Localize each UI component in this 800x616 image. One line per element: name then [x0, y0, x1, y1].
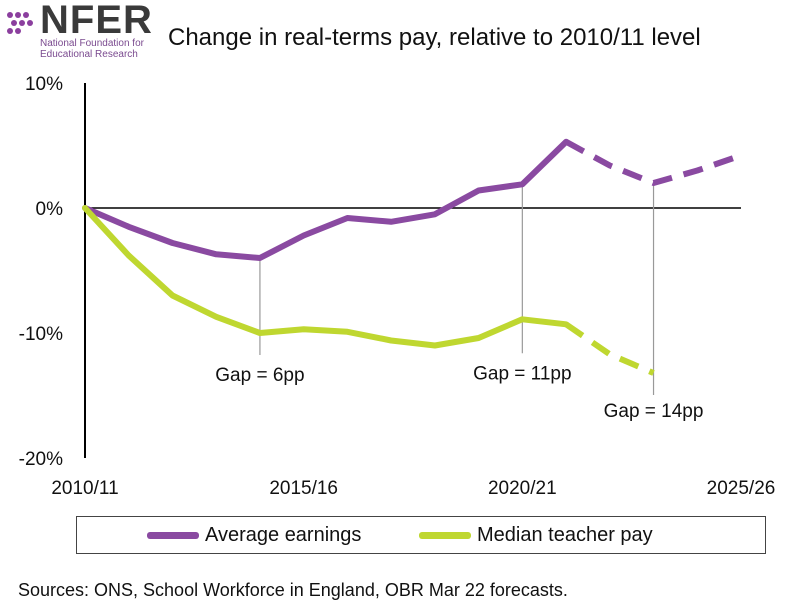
series-line-median-teacher-pay [82, 205, 570, 349]
gap-annotation: Gap = 11pp [473, 363, 571, 384]
chart-title: Change in real-terms pay, relative to 20… [168, 24, 701, 51]
logo-tagline-2: Educational Research [40, 49, 138, 60]
legend-swatch-median-teacher-pay [419, 531, 471, 539]
x-tick-label: 2020/21 [488, 478, 557, 499]
sources-note: Sources: ONS, School Workforce in Englan… [18, 580, 568, 600]
legend-item-median-teacher-pay: Median teacher pay [419, 517, 653, 553]
series-lines [82, 138, 742, 376]
gap-annotation: Gap = 6pp [215, 365, 304, 386]
line-chart: 10% 0% -10% -20% 2010/11 2015/16 2020/21 2025/… [19, 74, 776, 499]
chart-legend: Average earnings Median teacher pay [76, 516, 766, 554]
legend-label: Median teacher pay [477, 523, 653, 546]
logo-wordmark: NFER [40, 0, 153, 42]
y-tick-label: -20% [19, 449, 63, 470]
series-forecast-line-average-earnings [564, 139, 742, 186]
legend-swatch-average-earnings [147, 531, 199, 539]
x-tick-labels: 2010/11 2015/16 2020/21 2025/26 [51, 478, 775, 499]
series-line-average-earnings [82, 138, 570, 261]
x-tick-label: 2025/26 [707, 478, 776, 499]
nfer-dots-icon [7, 12, 33, 34]
chart-axes [84, 83, 741, 458]
series-forecast-line-median-teacher-pay [564, 321, 655, 376]
y-tick-label: 10% [25, 74, 63, 95]
y-tick-label: -10% [19, 324, 63, 345]
legend-label: Average earnings [205, 523, 362, 546]
gap-annotation: Gap = 14pp [604, 401, 704, 422]
logo-tagline-1: National Foundation for [40, 38, 144, 49]
gap-guide-lines [259, 183, 655, 395]
y-tick-labels: 10% 0% -10% -20% [19, 74, 63, 470]
y-tick-label: 0% [36, 199, 64, 220]
x-tick-label: 2010/11 [51, 478, 118, 499]
legend-item-average-earnings: Average earnings [147, 517, 361, 553]
nfer-logo: NFER National Foundation for Educational… [6, 0, 156, 62]
gap-annotations: Gap = 6pp Gap = 11pp Gap = 14pp [215, 363, 703, 422]
x-tick-label: 2015/16 [269, 478, 338, 499]
